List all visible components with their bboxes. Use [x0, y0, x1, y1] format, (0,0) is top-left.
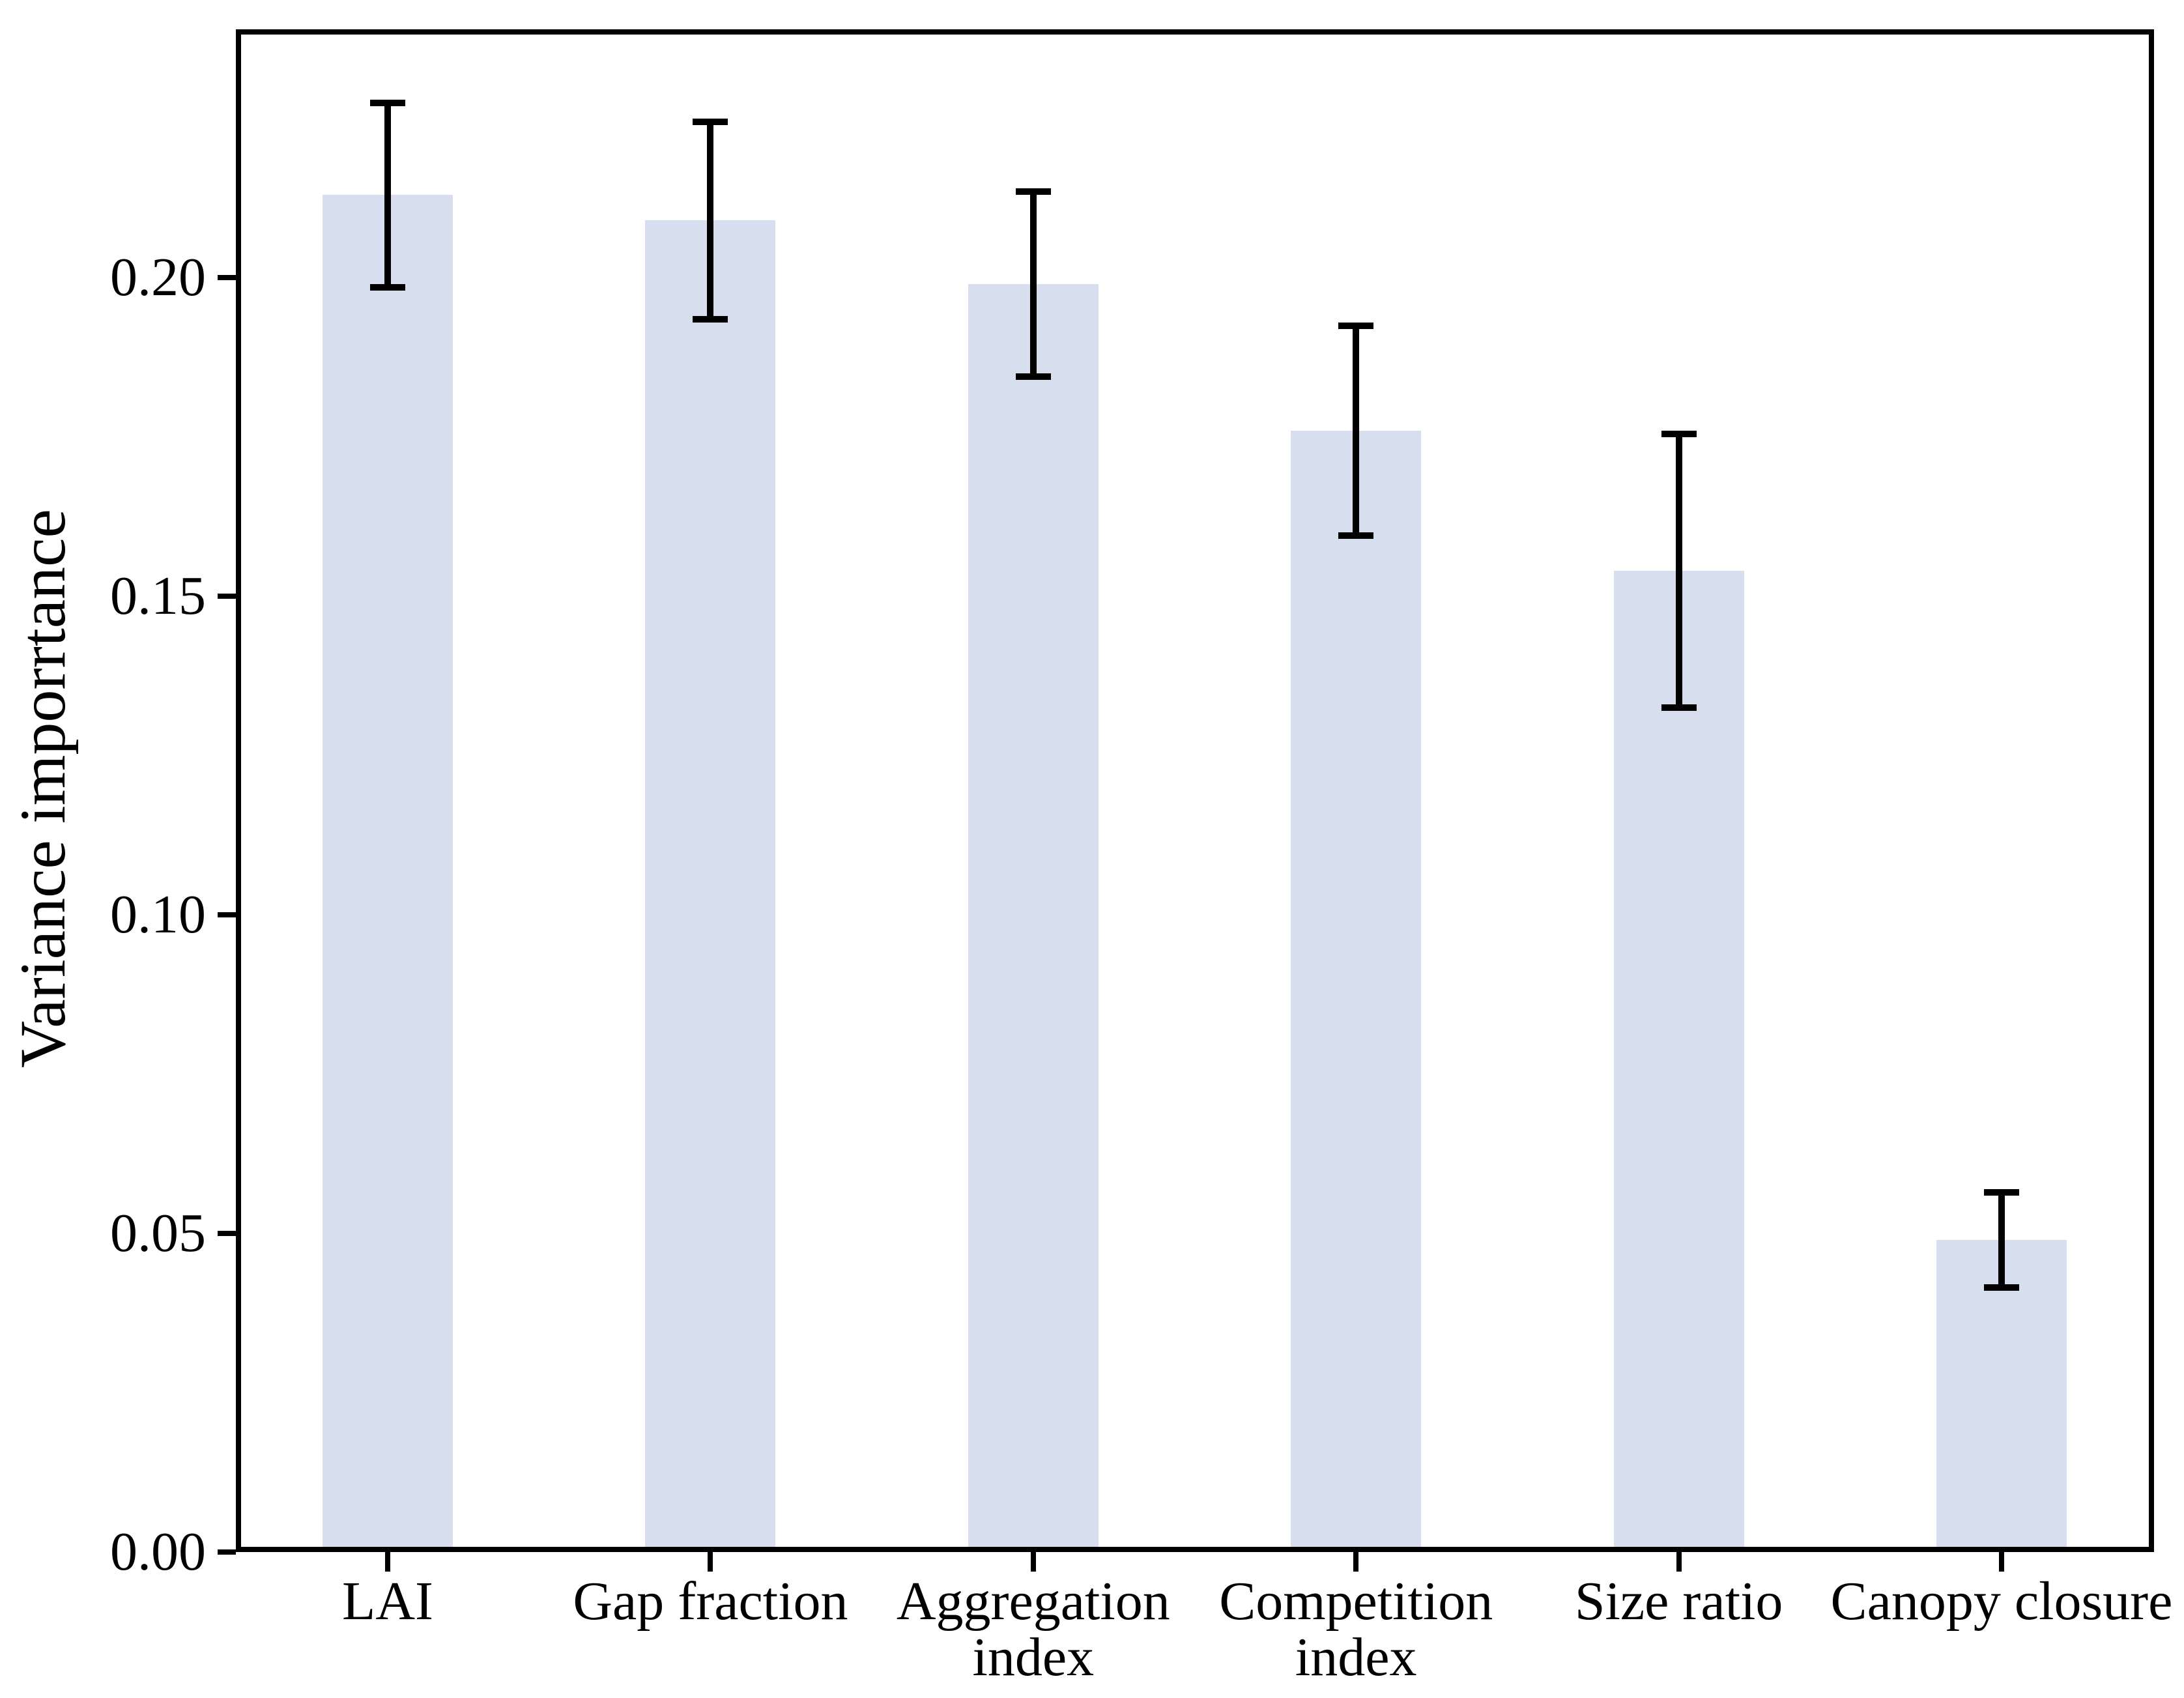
y-tick-label: 0.15 [110, 566, 206, 627]
x-tick-mark [385, 1552, 390, 1572]
y-tick-label: 0.00 [110, 1521, 206, 1582]
x-tick-label: Size ratio [1574, 1571, 1783, 1632]
x-tick-mark [1353, 1552, 1359, 1572]
y-tick-label: 0.10 [110, 884, 206, 945]
x-tick-label: Aggregation index [896, 1571, 1170, 1688]
x-tick-mark [1676, 1552, 1682, 1572]
bar [968, 284, 1099, 1552]
x-tick-mark [1999, 1552, 2004, 1572]
x-tick-mark [1030, 1552, 1036, 1572]
y-tick-mark [218, 1231, 236, 1237]
error-bar-top-cap [1661, 431, 1697, 438]
error-bar-line [1675, 431, 1682, 712]
x-tick-label: LAI [342, 1571, 433, 1632]
y-tick-mark [218, 275, 236, 281]
error-bar-top-cap [370, 99, 405, 106]
bar [645, 220, 776, 1552]
bar [1936, 1239, 2067, 1552]
error-bar-bottom-cap [1984, 1284, 2019, 1291]
error-bar-bottom-cap [693, 315, 728, 323]
bar [1291, 431, 1422, 1552]
error-bar-bottom-cap [370, 283, 405, 291]
y-tick-mark [218, 912, 236, 918]
error-bar-top-cap [1338, 322, 1374, 329]
error-bar-line [707, 118, 714, 323]
error-bar-top-cap [1015, 188, 1051, 195]
y-tick-mark [218, 594, 236, 599]
plot-area-border [236, 29, 2154, 1552]
error-bar-bottom-cap [1338, 532, 1374, 540]
x-tick-mark [708, 1552, 713, 1572]
bar [323, 195, 453, 1552]
error-bar-line [1029, 188, 1037, 380]
x-tick-label: Gap fraction [573, 1571, 848, 1632]
error-bar-line [384, 99, 391, 291]
x-tick-label: Canopy closure [1830, 1571, 2173, 1632]
error-bar-top-cap [1984, 1188, 2019, 1196]
x-tick-label: Competition index [1219, 1571, 1493, 1688]
y-axis-label: Variance imporrtance [7, 509, 79, 1068]
error-bar-line [1998, 1188, 2005, 1291]
error-bar-top-cap [693, 118, 728, 125]
y-tick-label: 0.20 [110, 247, 206, 308]
bar [1613, 571, 1744, 1552]
error-bar-bottom-cap [1015, 373, 1051, 380]
y-tick-mark [218, 1549, 236, 1555]
error-bar-bottom-cap [1661, 704, 1697, 712]
y-tick-label: 0.05 [110, 1203, 206, 1264]
error-bar-line [1353, 322, 1360, 540]
